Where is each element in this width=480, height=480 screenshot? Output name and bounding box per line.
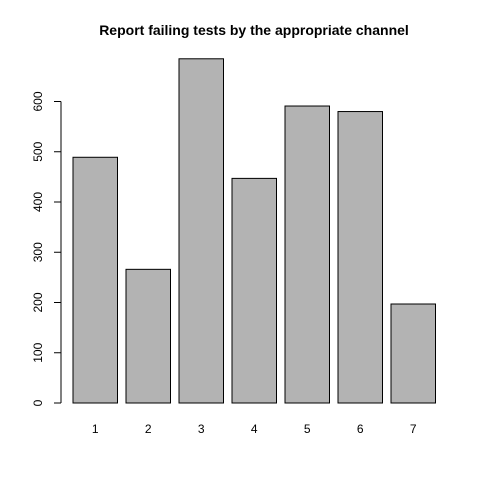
- bar-6: [337, 111, 383, 404]
- y-tick-label: 300: [31, 242, 45, 262]
- y-tick-label: 400: [31, 192, 45, 212]
- bars-group: [72, 58, 436, 404]
- x-tick-label: 1: [92, 422, 99, 436]
- bar-2: [125, 268, 171, 404]
- x-tick-label: 4: [251, 422, 258, 436]
- bar-7: [390, 303, 436, 404]
- y-tick-label: 500: [31, 141, 45, 161]
- x-tick-label: 5: [304, 422, 311, 436]
- x-tick-label: 7: [410, 422, 417, 436]
- bar-4: [231, 177, 277, 404]
- x-axis-labels: 1 2 3 4 5 6 7: [92, 422, 417, 436]
- y-axis: 0 100 200 300 400 500 600: [31, 91, 62, 406]
- bar-3: [178, 58, 224, 404]
- y-tick-label: 100: [31, 342, 45, 362]
- bar-1: [72, 156, 118, 404]
- y-tick-label: 600: [31, 91, 45, 111]
- bar-5: [284, 105, 330, 404]
- chart-title: Report failing tests by the appropriate …: [99, 22, 409, 38]
- y-tick-label: 200: [31, 292, 45, 312]
- x-tick-label: 3: [198, 422, 205, 436]
- x-tick-label: 6: [357, 422, 364, 436]
- y-tick-label: 0: [31, 399, 45, 406]
- x-tick-label: 2: [145, 422, 152, 436]
